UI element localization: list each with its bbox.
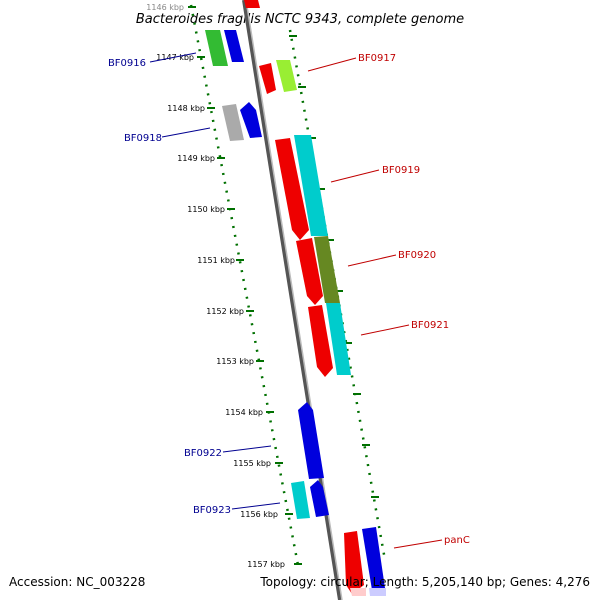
- gene-panc-partner[interactable]: [344, 531, 364, 594]
- accession-text: Accession: NC_003228: [9, 575, 145, 589]
- gene-label-bf0917[interactable]: BF0917: [358, 53, 396, 64]
- gene-bf0923-partner[interactable]: [310, 480, 329, 517]
- tick-label: 1148 kbp: [167, 104, 205, 113]
- gene-bf0916-partner[interactable]: [205, 30, 228, 66]
- gene-bf0919[interactable]: [275, 138, 309, 240]
- gene-panc-tail: [350, 588, 366, 596]
- ruler-ticks-left: [188, 6, 302, 565]
- gene-labels: BF0916 BF0918 BF0922 BF0923 BF0917 BF091…: [108, 53, 470, 546]
- gene-panc[interactable]: [362, 527, 385, 590]
- gene-label-bf0921[interactable]: BF0921: [411, 320, 449, 331]
- tick-label: 1151 kbp: [197, 256, 235, 265]
- gene-label-bf0922[interactable]: BF0922: [184, 448, 222, 459]
- gene-bf0921[interactable]: [326, 303, 351, 375]
- gene-leaders: [149, 52, 443, 549]
- gene-bf0917-partner[interactable]: [276, 60, 297, 92]
- tick-label: 1153 kbp: [216, 357, 254, 366]
- gene-bf0919-partner[interactable]: [294, 135, 328, 236]
- gene-partial-top[interactable]: [244, 0, 260, 8]
- gene-bf0916[interactable]: [224, 30, 244, 62]
- gene-bf0920-partner[interactable]: [296, 238, 323, 305]
- gene-label-panc[interactable]: panC: [444, 535, 470, 546]
- tick-label: 1150 kbp: [187, 205, 225, 214]
- gene-bf0922[interactable]: [298, 402, 324, 479]
- gene-label-bf0920[interactable]: BF0920: [398, 250, 436, 261]
- gene-panc-tail2: [369, 588, 386, 596]
- genes: [205, 0, 386, 596]
- tick-label: 1154 kbp: [225, 408, 263, 417]
- tick-label: 1156 kbp: [240, 510, 278, 519]
- tick-label: 1155 kbp: [233, 459, 271, 468]
- gene-label-bf0918[interactable]: BF0918: [124, 133, 162, 144]
- gene-bf0918[interactable]: [240, 102, 262, 138]
- topology-text: Topology: circular; Length: 5,205,140 bp…: [259, 575, 590, 589]
- tick-label: 1149 kbp: [177, 154, 215, 163]
- genome-backbone-highlight: [245, 0, 343, 600]
- gene-label-bf0916[interactable]: BF0916: [108, 58, 146, 69]
- ruler-tick-labels: 1146 kbp 1147 kbp 1148 kbp 1149 kbp 1150…: [146, 3, 285, 569]
- gene-bf0923[interactable]: [291, 481, 310, 519]
- genome-title: Bacteroides fragilis NCTC 9343, complete…: [136, 12, 464, 27]
- tick-label: 1146 kbp: [146, 3, 184, 12]
- gene-label-bf0919[interactable]: BF0919: [382, 165, 420, 176]
- gene-bf0920[interactable]: [314, 236, 340, 303]
- ruler-left-line: [189, 4, 300, 566]
- tick-label: 1157 kbp: [247, 560, 285, 569]
- gene-bf0921-partner[interactable]: [308, 305, 333, 377]
- gene-bf0918-partner[interactable]: [222, 104, 244, 141]
- tick-label: 1152 kbp: [206, 307, 244, 316]
- gene-label-bf0923[interactable]: BF0923: [193, 505, 231, 516]
- gene-bf0917[interactable]: [259, 63, 276, 94]
